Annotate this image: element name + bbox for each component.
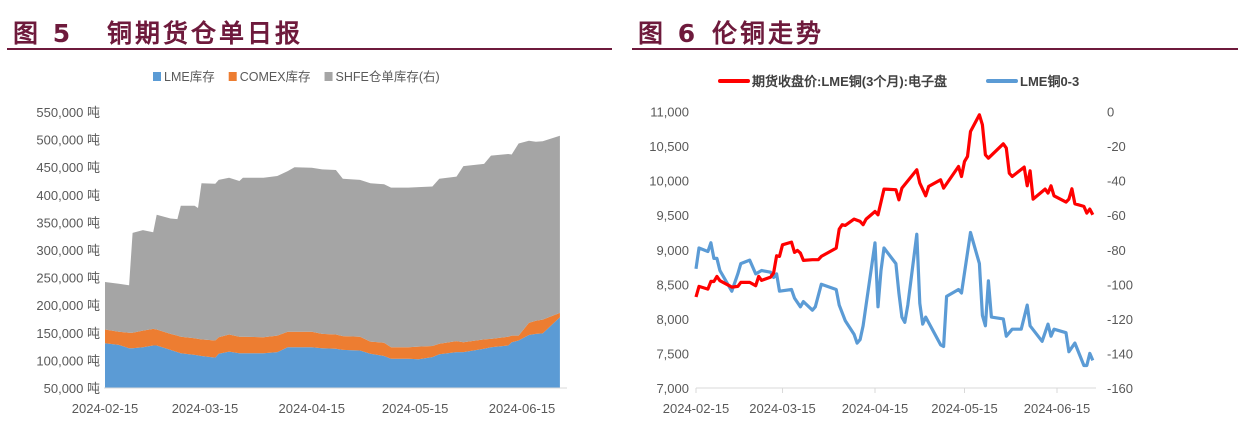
y-right-tick-label: -100: [1107, 277, 1133, 292]
legend-label: LME铜0-3: [1020, 74, 1079, 89]
y-right-tick-label: 0: [1107, 105, 1114, 120]
lme-0-3-spread-line: [694, 230, 1095, 368]
y-right-tick-label: -120: [1107, 312, 1133, 327]
y-left-tick-label: 7,000: [656, 381, 689, 396]
y-left-tick-label: 8,500: [656, 277, 689, 292]
y-tick-label: 350,000 吨: [36, 215, 100, 230]
area-comex: [105, 312, 560, 360]
legend-label: COMEX库存: [240, 69, 311, 84]
y-tick-label: 100,000 吨: [36, 353, 100, 368]
figure-6-title: 伦铜走势: [712, 19, 825, 48]
y-tick-label: 400,000 吨: [36, 188, 100, 203]
x-tick-label: 2024-03-15: [749, 401, 816, 416]
legend-swatch-0: [153, 72, 161, 81]
x-tick-label: 2024-05-15: [382, 401, 449, 416]
legend-swatch-2: [324, 72, 333, 81]
y-right-tick-label: -40: [1107, 174, 1126, 189]
y-left-tick-label: 9,000: [656, 243, 689, 258]
y-tick-label: 300,000 吨: [36, 243, 100, 258]
figure-5-title: 铜期货仓单日报: [107, 19, 304, 48]
x-tick-label: 2024-05-15: [931, 401, 998, 416]
y-left-tick-label: 10,000: [649, 174, 689, 189]
x-tick-label: 2024-06-15: [1024, 401, 1091, 416]
x-tick-label: 2024-04-15: [842, 401, 909, 416]
figure-5-label: 图 5: [13, 19, 74, 48]
y-right-tick-label: -60: [1107, 208, 1126, 223]
x-tick-label: 2024-03-15: [172, 401, 239, 416]
legend-label: SHFE仓单库存(右): [336, 69, 440, 84]
legend-label: 期货收盘价:LME铜(3个月):电子盘: [752, 74, 947, 89]
y-right-tick-label: -80: [1107, 243, 1126, 258]
y-left-tick-label: 9,500: [656, 208, 689, 223]
y-tick-label: 500,000 吨: [36, 133, 100, 148]
figure-6-header: 图 6 伦铜走势: [632, 8, 1238, 50]
x-tick-label: 2024-02-15: [663, 401, 730, 416]
y-right-tick-label: -20: [1107, 139, 1126, 154]
x-tick-label: 2024-06-15: [489, 401, 556, 416]
lme-3m-price-line: [694, 113, 1095, 298]
y-tick-label: 150,000 吨: [36, 326, 100, 341]
legend-swatch-1: [228, 72, 237, 81]
y-tick-label: 50,000 吨: [44, 381, 100, 396]
y-left-tick-label: 10,500: [649, 139, 689, 154]
area-shfe: [105, 135, 560, 348]
y-tick-label: 450,000 吨: [36, 160, 100, 175]
inventory-stacked-area-chart: 50,000 吨 100,000 吨 150,000 吨 200,000 吨 250,0…: [36, 69, 567, 416]
y-left-tick-label: 7,500: [656, 346, 689, 361]
y-tick-label: 200,000 吨: [36, 298, 100, 313]
figure-5-header: 图 5 铜期货仓单日报: [7, 8, 612, 50]
y-left-tick-label: 8,000: [656, 312, 689, 327]
y-tick-label: 550,000 吨: [36, 105, 100, 120]
x-tick-label: 2024-02-15: [72, 401, 139, 416]
y-left-tick-label: 11,000: [650, 105, 689, 120]
figure-6-label: 图 6: [638, 19, 699, 48]
x-tick-label: 2024-04-15: [279, 401, 346, 416]
area-lme: [105, 317, 560, 388]
y-right-tick-label: -160: [1107, 381, 1133, 396]
legend-label: LME库存: [164, 69, 215, 84]
y-tick-label: 250,000 吨: [36, 271, 100, 286]
y-right-tick-label: -140: [1107, 346, 1133, 361]
